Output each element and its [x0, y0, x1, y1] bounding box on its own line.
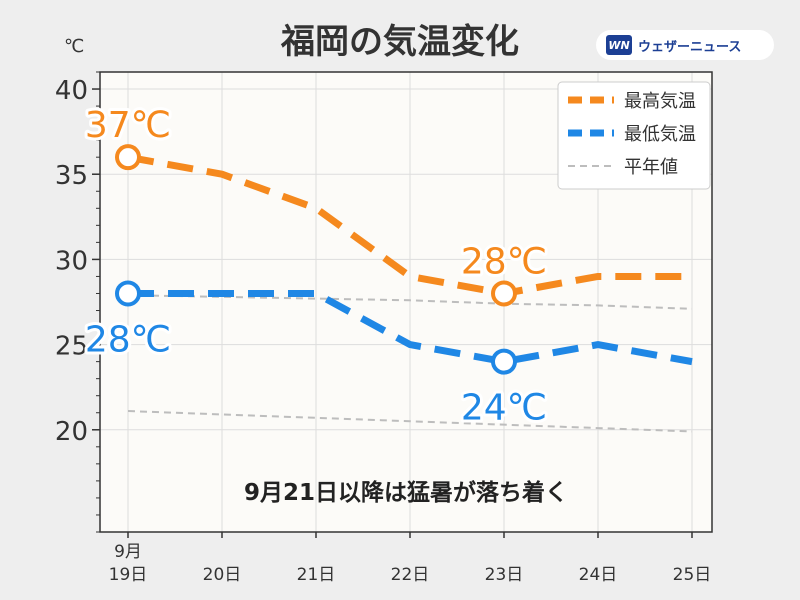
y-tick-label: 35 [55, 161, 88, 191]
weathernews-logo-icon: WN [606, 35, 632, 55]
series-line-1 [128, 289, 693, 366]
series-line-2 [127, 410, 693, 433]
legend-box [557, 81, 711, 190]
chart-note: 9月21日以降は猛暑が落ち着く [244, 479, 568, 506]
x-tick-label: 24日 [579, 565, 618, 585]
x-tick-label: 21日 [297, 565, 336, 585]
highlight-point [115, 280, 141, 307]
data-label: 28℃ [461, 241, 547, 282]
highlight-point [491, 348, 517, 375]
x-tick-label: 23日 [485, 565, 524, 585]
x-tick-label: 25日 [673, 565, 712, 585]
data-label: 28℃ [85, 319, 171, 360]
x-tick-label: 19日 [109, 565, 148, 585]
legend-label: 最高気温 [624, 91, 696, 112]
chart-title: 福岡の気温変化 [281, 22, 519, 62]
legend-label: 最低気温 [624, 124, 696, 145]
highlight-point [491, 280, 517, 307]
x-tick-label: 22日 [391, 565, 430, 585]
legend-label: 平年値 [624, 157, 678, 178]
x-tick-label: 20日 [203, 565, 242, 585]
y-tick-label: 20 [55, 417, 88, 447]
x-tick-month-label: 9月 [114, 542, 142, 562]
series-line-3 [127, 294, 693, 310]
plot-frame [99, 71, 713, 533]
weathernews-logo-text: ウェザーニュース [638, 39, 742, 55]
y-tick-label: 30 [55, 246, 88, 276]
y-tick-label: 25 [55, 332, 88, 362]
y-axis-unit: ℃ [64, 36, 85, 57]
y-tick-label: 40 [55, 76, 88, 106]
data-label: 37℃ [85, 105, 171, 146]
series-line-0 [127, 153, 692, 297]
highlight-point [115, 144, 141, 171]
weathernews-logo: WN ウェザーニュース [596, 30, 774, 60]
data-label: 24℃ [461, 388, 547, 429]
